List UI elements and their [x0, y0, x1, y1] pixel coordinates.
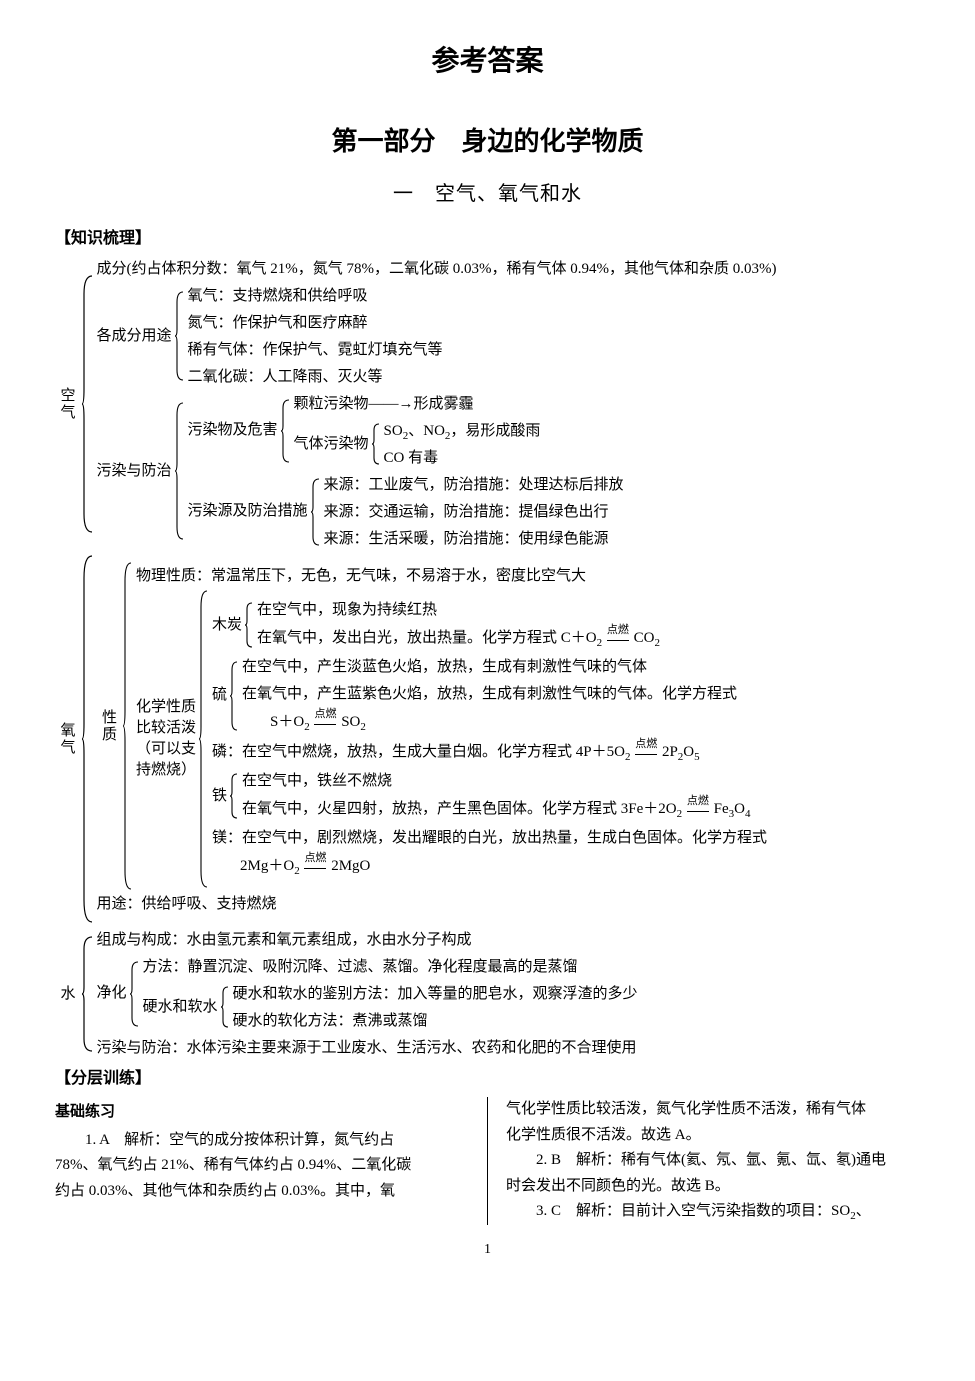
brace-icon	[371, 417, 384, 471]
pollution-source-item: 来源：生活采暖，防治措施：使用绿色能源	[324, 527, 920, 551]
iron-label: 铁	[212, 768, 229, 825]
brace-icon	[122, 561, 136, 891]
water-block: 水 组成与构成：水由氢元素和氧元素组成，水由水分子构成 净化 方法：静置沉淀、吸…	[55, 926, 920, 1061]
pollution-source-label: 污染源及防治措施	[188, 471, 310, 552]
brace-icon	[229, 768, 242, 825]
knowledge-section-header: 【知识梳理】	[55, 227, 920, 251]
magnesium-equation: 2Mg＋O2 点燃x 2MgO	[212, 853, 920, 880]
brace-icon	[81, 926, 97, 1061]
brace-icon	[174, 390, 188, 552]
water-label: 水	[55, 926, 81, 1061]
oxygen-prop-label: 性质	[97, 561, 123, 891]
layered-training-header: 【分层训练】	[55, 1067, 920, 1091]
oxygen-physical: 物理性质：常温常压下，无色，无气味，不易溶于水，密度比空气大	[136, 564, 920, 588]
iron-o2: 在氧气中，火星四射，放热，产生黑色固体。化学方程式 3Fe＋2O2 点燃x Fe…	[242, 796, 920, 823]
answers-columns: 基础练习 1. A 解析：空气的成分按体积计算，氮气约占 78%、氧气约占 21…	[55, 1097, 920, 1225]
hard-water-label: 硬水和软水	[143, 980, 220, 1034]
gas-pollutant-co: CO 有毒	[384, 446, 920, 470]
air-pollution-label: 污染与防治	[97, 390, 174, 552]
hazard-particle: 颗粒污染物——→形成雾霾	[294, 392, 920, 416]
answer-text: 化学性质很不活泼。故选 A。	[506, 1123, 920, 1149]
sulfur-label: 硫	[212, 654, 229, 738]
answer-text: 气化学性质比较活泼，氮气化学性质不活泼，稀有气体	[506, 1097, 920, 1123]
air-composition: 成分(约占体积分数：氧气 21%，氮气 78%，二氧化碳 0.03%，稀有气体 …	[97, 257, 921, 281]
answer-text: 78%、氧气约占 21%、稀有气体约占 0.94%、二氧化碳	[55, 1153, 469, 1179]
brace-icon	[280, 390, 294, 471]
air-use-item: 二氧化碳：人工降雨、灭火等	[188, 365, 920, 389]
oxygen-chem-label: 化学性质 比较活泼 （可以支 持燃烧）	[136, 589, 198, 889]
brace-icon	[174, 282, 188, 390]
charcoal-o2: 在氧气中，发出白光，放出热量。化学方程式 C＋O2 点燃x CO2	[257, 625, 920, 652]
phosphorus-line: 磷：在空气中燃烧，放热，生成大量白烟。化学方程式 4P＋5O2 点燃x 2P2O…	[212, 739, 920, 766]
sulfur-equation: S＋O2 点燃x SO2	[242, 709, 920, 736]
brace-icon	[244, 597, 257, 654]
brace-icon	[229, 654, 242, 738]
gas-pollutant-label: 气体污染物	[294, 417, 371, 471]
answer-text: 2. B 解析：稀有气体(氦、氖、氩、氪、氙、氡)通电	[506, 1148, 920, 1174]
magnesium-line: 镁：在空气中，剧烈燃烧，发出耀眼的白光，放出热量，生成白色固体。化学方程式	[212, 826, 920, 850]
page-number: 1	[55, 1239, 920, 1260]
answers-col-right: 气化学性质比较活泼，氮气化学性质不活泼，稀有气体 化学性质很不活泼。故选 A。 …	[506, 1097, 920, 1225]
pollution-source-item: 来源：工业废气，防治措施：处理达标后排放	[324, 473, 920, 497]
brace-icon	[129, 953, 143, 1034]
answers-col-left: 基础练习 1. A 解析：空气的成分按体积计算，氮气约占 78%、氧气约占 21…	[55, 1097, 469, 1225]
air-uses-label: 各成分用途	[97, 282, 174, 390]
iron-air: 在空气中，铁丝不燃烧	[242, 769, 920, 793]
main-title: 参考答案	[55, 40, 920, 82]
air-use-item: 氧气：支持燃烧和供给呼吸	[188, 284, 920, 308]
air-use-item: 氮气：作保护气和医疗麻醉	[188, 311, 920, 335]
basic-practice-header: 基础练习	[55, 1101, 469, 1124]
part-title: 第一部分 身边的化学物质	[55, 122, 920, 161]
pollution-hazard-label: 污染物及危害	[188, 390, 280, 471]
sulfur-o2: 在氧气中，产生蓝紫色火焰，放热，生成有刺激性气味的气体。化学方程式	[242, 682, 920, 706]
air-label: 空气	[55, 255, 81, 552]
air-use-item: 稀有气体：作保护气、霓虹灯填充气等	[188, 338, 920, 362]
column-divider	[487, 1097, 488, 1225]
answer-text: 1. A 解析：空气的成分按体积计算，氮气约占	[55, 1128, 469, 1154]
water-methods: 方法：静置沉淀、吸附沉降、过滤、蒸馏。净化程度最高的是蒸馏	[143, 955, 920, 979]
water-purify-label: 净化	[97, 953, 129, 1034]
chapter-title: 一 空气、氧气和水	[55, 179, 920, 209]
oxygen-uses: 用途：供给呼吸、支持燃烧	[97, 892, 921, 916]
brace-icon	[220, 980, 233, 1034]
charcoal-air: 在空气中，现象为持续红热	[257, 598, 920, 622]
answer-text: 约占 0.03%、其他气体和杂质约占 0.03%。其中，氧	[55, 1179, 469, 1205]
air-block: 空气 成分(约占体积分数：氧气 21%，氮气 78%，二氧化碳 0.03%，稀有…	[55, 255, 920, 552]
pollution-source-item: 来源：交通运输，防治措施：提倡绿色出行	[324, 500, 920, 524]
charcoal-label: 木炭	[212, 597, 244, 654]
brace-icon	[81, 554, 97, 924]
hard-water-identify: 硬水和软水的鉴别方法：加入等量的肥皂水，观察浮渣的多少	[233, 982, 920, 1006]
sulfur-air: 在空气中，产生淡蓝色火焰，放热，生成有刺激性气味的气体	[242, 655, 920, 679]
gas-pollutant-so2no2: SO2、NO2，易形成酸雨	[384, 419, 920, 443]
answer-text: 3. C 解析：目前计入空气污染指数的项目：SO2、	[506, 1199, 920, 1225]
answer-text: 时会发出不同颜色的光。故选 B。	[506, 1174, 920, 1200]
brace-icon	[81, 255, 97, 552]
oxygen-label: 氧气	[55, 554, 81, 924]
brace-icon	[310, 471, 324, 552]
brace-icon	[198, 589, 212, 889]
oxygen-block: 氧气 性质 物理性质：常温常压下，无色，无气味，不易溶于水，密度比空气大 化学性…	[55, 554, 920, 924]
hard-water-soften: 硬水的软化方法：煮沸或蒸馏	[233, 1009, 920, 1033]
water-composition: 组成与构成：水由氢元素和氧元素组成，水由水分子构成	[97, 928, 921, 952]
water-pollution: 污染与防治：水体污染主要来源于工业废水、生活污水、农药和化肥的不合理使用	[97, 1036, 921, 1060]
